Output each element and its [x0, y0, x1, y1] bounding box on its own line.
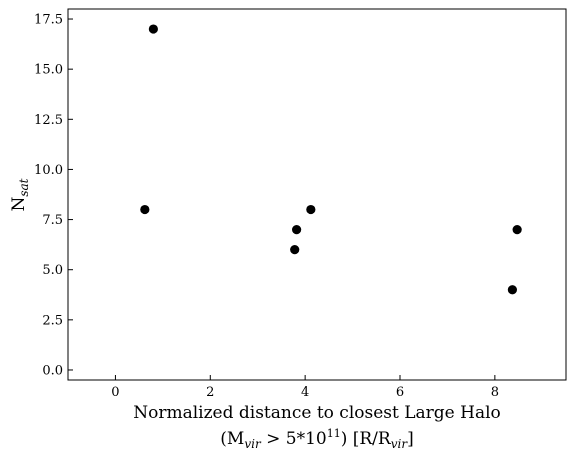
x-axis-ticks: 0 2 4 6 8 [111, 375, 499, 400]
x-axis-label-line1: Normalized distance to closest Large Hal… [133, 403, 501, 423]
y-tick-label: 10.0 [34, 163, 63, 178]
data-point [140, 204, 150, 215]
data-points [140, 24, 522, 295]
x-axis-label-line2: (Mvir > 5*1011) [R/Rvir] [220, 427, 413, 451]
y-tick-label: 15.0 [34, 63, 63, 78]
plot-area [67, 8, 567, 381]
y-tick-label: 17.5 [34, 13, 63, 28]
y-tick-label: 0.0 [42, 363, 63, 378]
y-tick-label: 7.5 [42, 213, 63, 228]
y-axis-ticks: 0.0 2.5 5.0 7.5 10.0 12.5 15.0 17.5 [34, 13, 73, 378]
x-tick-label: 6 [396, 385, 404, 400]
data-point [507, 285, 518, 295]
x-tick-label: 8 [491, 385, 499, 400]
x-tick-label: 2 [206, 385, 214, 400]
x-tick-label: 0 [111, 385, 119, 400]
y-tick-label: 5.0 [42, 263, 63, 278]
x-tick-label: 4 [301, 385, 309, 400]
data-point [148, 24, 158, 34]
data-point [290, 245, 300, 255]
data-point [306, 204, 316, 215]
y-axis-label: Nsat [9, 178, 31, 211]
data-point [512, 224, 522, 235]
data-point [292, 224, 302, 235]
y-tick-label: 2.5 [42, 313, 63, 328]
y-tick-label: 12.5 [34, 113, 63, 128]
